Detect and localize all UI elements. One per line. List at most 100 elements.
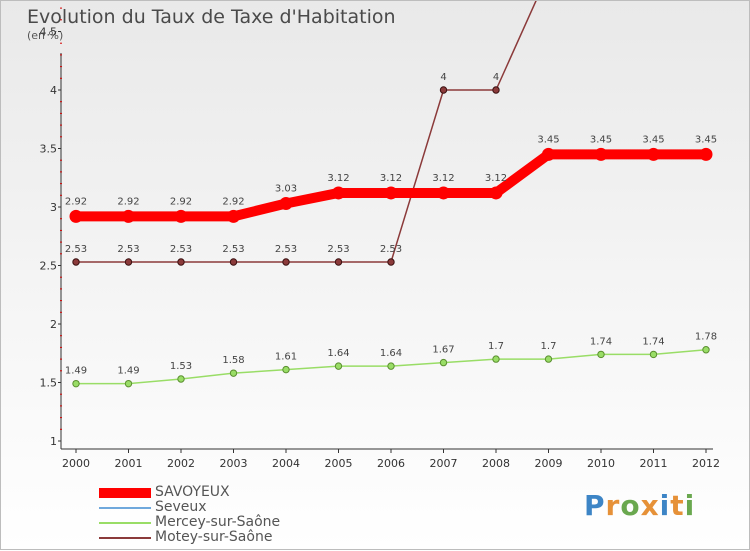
data-label: 2.53	[275, 244, 297, 255]
y-tick-label: 1.5	[40, 377, 58, 390]
data-label: 2.53	[117, 244, 139, 255]
data-label: 2.92	[117, 196, 139, 207]
data-label: 1.7	[488, 341, 504, 352]
series-line	[76, 1, 537, 263]
x-tick-label: 2004	[272, 457, 300, 470]
x-tick-label: 2002	[167, 457, 195, 470]
series-mercey-sur-sa-ne: 1.49 1.49 1.53 1.58 1.61 1.64 1.64 1.67 1.7 1.7 1.…	[65, 332, 717, 388]
data-label: 1.49	[117, 366, 139, 377]
data-label: 3.45	[642, 134, 664, 145]
data-point	[69, 209, 83, 223]
data-point	[702, 346, 710, 354]
data-label: 1.58	[222, 355, 244, 366]
logo-letter: i	[659, 489, 671, 522]
data-label: 2.92	[222, 196, 244, 207]
data-point	[332, 186, 345, 200]
legend-swatch	[99, 537, 151, 539]
data-point	[229, 369, 238, 377]
x-tick-label: 2009	[535, 457, 563, 470]
x-tick-label: 2003	[220, 457, 248, 470]
data-label: 2.53	[170, 244, 192, 255]
data-label: 3.45	[590, 134, 612, 145]
legend-label: Mercey-sur-Saône	[155, 514, 281, 530]
data-label: 1.78	[695, 332, 717, 343]
y-tick-label: 2.5	[40, 260, 58, 273]
y-tick-label: 3.5	[40, 143, 58, 156]
y-tick-label: 3	[50, 201, 57, 214]
x-tick-label: 2011	[640, 457, 668, 470]
data-point	[489, 186, 503, 200]
data-point	[699, 147, 713, 161]
logo-letter: x	[640, 489, 660, 522]
data-point	[282, 258, 290, 266]
data-point	[387, 362, 395, 370]
series-savoyeux: 2.92 2.92 2.92 2.92 3.03 3.12 3.12 3.12 3.12 3.45…	[65, 134, 717, 223]
data-point	[597, 350, 605, 359]
data-point	[124, 258, 133, 266]
chart-subtitle: (en %)	[27, 29, 64, 42]
data-label: 2.53	[327, 244, 349, 255]
data-label: 1.67	[432, 345, 454, 356]
data-label: 2.53	[65, 244, 87, 255]
data-point	[387, 258, 395, 266]
data-label: 1.74	[642, 336, 664, 347]
y-tick-label: 4.5	[40, 26, 58, 39]
data-label: 4	[440, 72, 446, 83]
data-label: 3.12	[485, 173, 507, 184]
legend-swatch	[99, 488, 151, 498]
x-tick-label: 2012	[692, 457, 720, 470]
data-point	[492, 86, 500, 94]
data-label: 1.7	[541, 341, 557, 352]
data-label: 2.53	[222, 244, 244, 255]
logo-letter: P	[584, 489, 606, 522]
y-tick-label: 2	[50, 318, 57, 331]
data-point	[124, 379, 133, 388]
data-label: 3.12	[380, 173, 402, 184]
data-point	[72, 379, 80, 388]
x-tick-label: 2010	[587, 457, 615, 470]
data-label: 1.61	[275, 352, 297, 363]
data-label: 2.53	[380, 244, 402, 255]
logo-letter: r	[605, 489, 621, 522]
x-tick-label: 2001	[115, 457, 143, 470]
data-point	[439, 358, 448, 367]
data-label: 2.92	[65, 196, 87, 207]
x-tick-label: 2006	[377, 457, 405, 470]
data-label: 3.12	[432, 173, 454, 184]
data-point	[177, 375, 185, 383]
data-label: 1.53	[170, 361, 192, 372]
data-point	[647, 147, 660, 161]
data-point	[122, 209, 135, 223]
series-motey-sur-sa-ne: 2.532.532.532.532.532.532.53445577	[65, 1, 537, 266]
data-label: 1.74	[590, 336, 612, 347]
logo-letter: i	[684, 489, 696, 522]
data-point	[334, 258, 343, 266]
legend-swatch	[99, 522, 151, 524]
data-label: 1.49	[65, 366, 87, 377]
chart-title: Evolution du Taux de Taxe d'Habitation	[27, 6, 396, 28]
data-point	[72, 258, 80, 266]
data-label: 1.64	[327, 348, 349, 359]
data-point	[229, 258, 238, 266]
data-point	[279, 196, 293, 210]
data-label: 3.03	[275, 183, 297, 194]
data-point	[174, 209, 188, 223]
data-point	[544, 355, 553, 363]
data-label: 4	[493, 72, 499, 83]
data-point	[282, 365, 290, 374]
data-point	[492, 355, 500, 363]
data-label: 2.92	[170, 196, 192, 207]
legend-swatch	[99, 507, 151, 509]
data-point	[177, 258, 185, 266]
x-tick-label: 2007	[430, 457, 458, 470]
data-point	[384, 186, 398, 200]
x-tick-label: 2008	[482, 457, 510, 470]
legend-label: Motey-sur-Saône	[155, 529, 273, 545]
y-tick-label: 1	[50, 435, 57, 448]
proxiti-logo: Proxiti	[584, 489, 695, 522]
data-label: 3.45	[695, 134, 717, 145]
logo-letter: t	[670, 489, 685, 522]
legend-label: Seveux	[155, 499, 207, 515]
